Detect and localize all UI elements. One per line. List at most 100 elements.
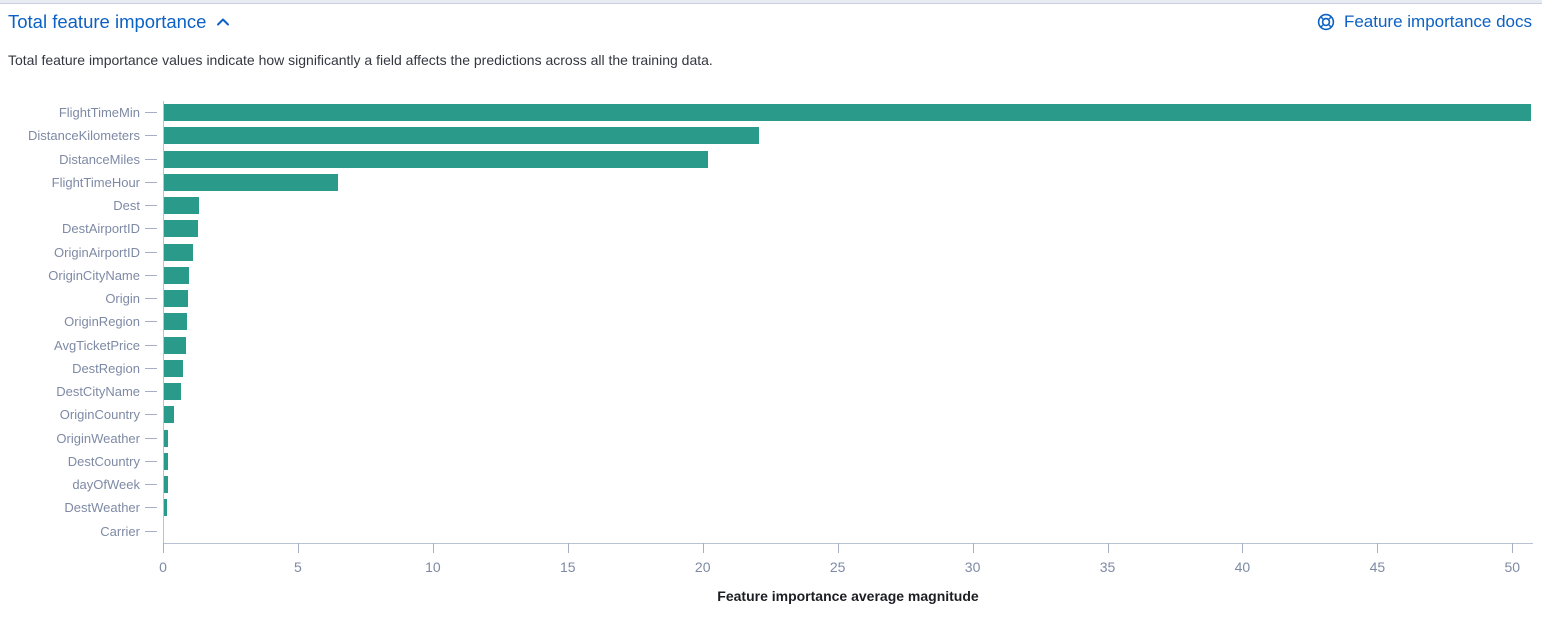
y-axis-label: DestCountry	[67, 453, 140, 469]
plot-track	[163, 101, 1542, 124]
chart-row: DestRegion	[0, 357, 1542, 380]
y-tick-mark	[145, 530, 157, 532]
section-title: Total feature importance	[8, 11, 207, 32]
plot-track	[163, 264, 1542, 287]
y-axis-label: AvgTicketPrice	[54, 337, 140, 353]
y-tick-mark	[145, 414, 157, 416]
y-tick-mark	[145, 391, 157, 393]
chart-row: FlightTimeMin	[0, 101, 1542, 124]
y-axis-label: OriginAirportID	[54, 244, 140, 260]
y-axis-label: dayOfWeek	[72, 477, 140, 493]
x-tick-mark	[1107, 543, 1109, 553]
importance-bar	[163, 290, 189, 308]
y-tick-mark	[145, 205, 157, 207]
x-tick-label: 20	[694, 559, 711, 575]
plot-track	[163, 450, 1542, 473]
x-tick-mark	[1242, 543, 1244, 553]
y-tick-mark	[145, 321, 157, 323]
plot-track	[163, 427, 1542, 450]
chart-row: AvgTicketPrice	[0, 334, 1542, 357]
docs-link-label: Feature importance docs	[1343, 12, 1532, 31]
y-axis-label: DestRegion	[72, 360, 140, 376]
plot-track	[163, 520, 1542, 543]
importance-bar	[163, 383, 181, 401]
chart-row: DestCityName	[0, 380, 1542, 403]
plot-track	[163, 496, 1542, 519]
feature-importance-docs-link[interactable]: Feature importance docs	[1316, 12, 1532, 32]
y-tick-mark	[145, 158, 157, 160]
chevron-up-icon	[215, 14, 231, 30]
y-tick-mark	[145, 251, 157, 253]
plot-track	[163, 217, 1542, 240]
y-axis-label: Dest	[113, 198, 140, 214]
chart-row: OriginCountry	[0, 403, 1542, 426]
plot-track	[163, 241, 1542, 264]
y-axis-label: DistanceMiles	[59, 151, 140, 167]
importance-bar	[163, 220, 199, 238]
plot-track	[163, 171, 1542, 194]
y-axis-label: FlightTimeMin	[58, 105, 140, 121]
section-description: Total feature importance values indicate…	[8, 52, 713, 68]
x-tick-mark	[1377, 543, 1379, 553]
importance-bar	[163, 429, 169, 447]
importance-bar	[163, 336, 186, 354]
x-tick-mark	[432, 543, 434, 553]
y-tick-mark	[145, 112, 157, 114]
x-tick-mark	[972, 543, 974, 553]
chart-row: DistanceKilometers	[0, 124, 1542, 147]
plot-track	[163, 148, 1542, 171]
total-feature-importance-toggle[interactable]: Total feature importance	[8, 11, 231, 33]
chart-rows: FlightTimeMin DistanceKilometers DistanceM…	[0, 101, 1542, 543]
x-tick-label: 25	[829, 559, 846, 575]
chart-row: DestAirportID	[0, 217, 1542, 240]
importance-bar	[163, 104, 1532, 122]
plot-track	[163, 334, 1542, 357]
x-tick-mark	[837, 543, 839, 553]
x-tick-mark	[567, 543, 569, 553]
panel-top-divider	[0, 0, 1542, 4]
importance-bar	[163, 243, 193, 261]
x-tick-mark	[1512, 543, 1514, 553]
importance-bar	[163, 406, 175, 424]
chart-row: OriginCityName	[0, 264, 1542, 287]
chart-row: OriginAirportID	[0, 241, 1542, 264]
section-header: Total feature importance Feature importa…	[8, 11, 1532, 33]
importance-bar	[163, 266, 190, 284]
y-tick-mark	[145, 135, 157, 137]
y-tick-mark	[145, 484, 157, 486]
chart-row: Origin	[0, 287, 1542, 310]
x-tick-label: 45	[1369, 559, 1386, 575]
importance-bar	[163, 476, 168, 494]
plot-track	[163, 310, 1542, 333]
x-axis-title: Feature importance average magnitude	[717, 588, 979, 604]
plot-track	[163, 357, 1542, 380]
x-tick-mark	[702, 543, 704, 553]
x-tick-label: 35	[1099, 559, 1116, 575]
importance-bar	[163, 313, 188, 331]
y-axis-label: OriginCountry	[59, 407, 140, 423]
chart-row: dayOfWeek	[0, 473, 1542, 496]
x-tick-label: 40	[1234, 559, 1251, 575]
y-tick-mark	[145, 228, 157, 230]
x-tick-mark	[297, 543, 299, 553]
y-tick-mark	[145, 274, 157, 276]
chart-row: Carrier	[0, 520, 1542, 543]
plot-track	[163, 403, 1542, 426]
y-tick-mark	[145, 507, 157, 509]
y-axis-label: FlightTimeHour	[51, 174, 140, 190]
y-axis-label: Carrier	[100, 523, 140, 539]
importance-bar	[163, 150, 709, 168]
y-tick-mark	[145, 367, 157, 369]
plot-track	[163, 194, 1542, 217]
chart-row: DestCountry	[0, 450, 1542, 473]
importance-bar	[163, 499, 168, 517]
x-axis-line	[163, 543, 1533, 544]
x-tick-label: 0	[159, 559, 167, 575]
importance-bar	[163, 452, 169, 470]
plot-track	[163, 287, 1542, 310]
plot-track	[163, 124, 1542, 147]
importance-bar	[163, 359, 184, 377]
y-axis-label: Origin	[105, 291, 140, 307]
x-tick-mark	[163, 543, 164, 553]
x-tick-label: 15	[559, 559, 576, 575]
